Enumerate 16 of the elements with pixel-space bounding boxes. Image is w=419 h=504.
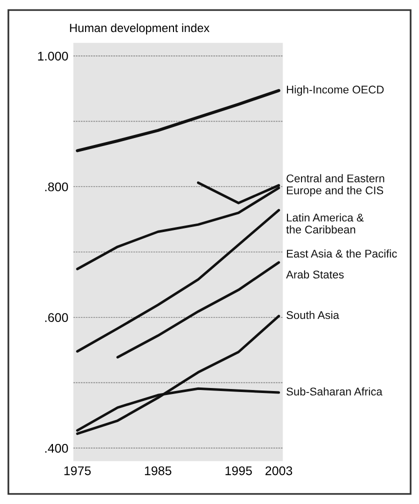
series-label: South Asia — [286, 310, 340, 320]
y-tick-label: .600 — [45, 313, 68, 322]
text: Latin America & the Caribbean — [286, 213, 364, 234]
x-tick-label: 1975 — [64, 466, 91, 476]
x-tick-label: 1995 — [226, 466, 252, 476]
x-tick-label: 2003 — [266, 466, 292, 476]
text: East Asia & the Pacific — [286, 249, 397, 258]
series-label: Central and Eastern Europe and the CIS — [286, 174, 384, 196]
series-label: Arab States — [286, 270, 344, 279]
y-tick-label: 1.000 — [38, 52, 68, 61]
y-axis-title: Human development index — [70, 23, 210, 34]
y-tick-label: .400 — [45, 444, 68, 453]
y-tick-label: .800 — [45, 182, 68, 192]
x-tick-label: 1985 — [144, 466, 172, 476]
series-label: High-Income OECD — [286, 85, 384, 96]
series-label: Sub-Saharan Africa — [286, 387, 382, 396]
